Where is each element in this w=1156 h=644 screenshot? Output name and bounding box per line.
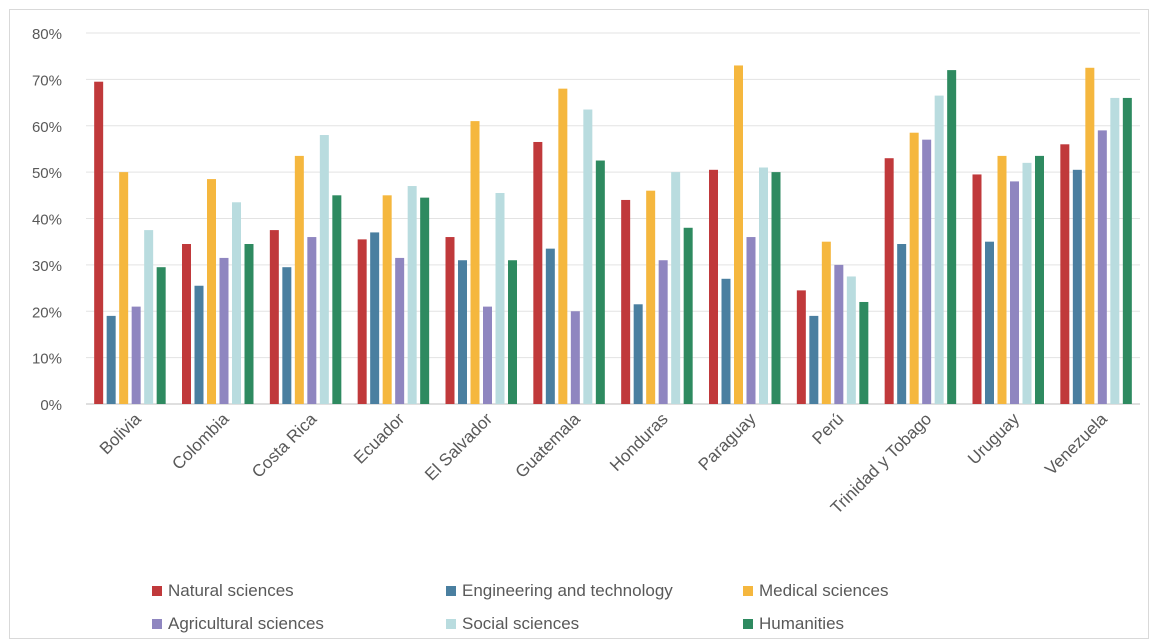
bar	[595, 160, 605, 404]
bar	[1010, 181, 1019, 404]
x-tick-label: Venezuela	[1041, 409, 1111, 479]
bar	[897, 244, 907, 404]
y-tick-label: 70%	[32, 72, 62, 89]
bar	[621, 199, 631, 404]
bar	[1097, 130, 1107, 404]
bar	[207, 179, 216, 404]
y-tick-label: 20%	[32, 304, 62, 321]
bar	[771, 172, 781, 404]
bar	[972, 174, 982, 404]
bar	[583, 109, 593, 405]
bar	[1035, 155, 1044, 404]
bar	[106, 315, 116, 404]
bar	[395, 257, 405, 404]
x-tick-label: Perú	[809, 409, 848, 448]
bar	[545, 248, 555, 404]
bar	[721, 278, 731, 404]
bar	[244, 244, 254, 404]
bar	[759, 167, 768, 404]
bar	[709, 169, 718, 404]
bar	[658, 260, 668, 404]
x-tick-label: Guatemala	[512, 409, 585, 482]
bar	[859, 301, 869, 404]
bar	[1060, 144, 1070, 405]
bar	[156, 267, 166, 404]
bar	[821, 241, 831, 404]
x-tick-label: Costa Rica	[248, 409, 321, 482]
bar	[633, 304, 643, 404]
bar	[985, 241, 994, 404]
bar	[382, 195, 392, 404]
bar	[269, 230, 279, 404]
y-tick-label: 80%	[32, 26, 62, 43]
x-tick-label: El Salvador	[421, 409, 496, 484]
bar	[119, 172, 129, 404]
bar	[357, 239, 367, 404]
bar	[232, 202, 241, 404]
bar	[144, 230, 154, 404]
y-tick-label: 0%	[40, 397, 62, 414]
bar	[182, 244, 191, 404]
bar	[646, 190, 656, 404]
bar	[219, 257, 229, 404]
bar	[483, 306, 492, 404]
y-tick-label: 50%	[32, 165, 62, 182]
bar	[922, 139, 932, 404]
y-tick-label: 60%	[32, 119, 62, 136]
x-tick-label: Colombia	[168, 409, 233, 474]
bar	[319, 135, 329, 404]
bar	[407, 186, 417, 404]
bar	[282, 267, 292, 404]
x-tick-label: Honduras	[606, 409, 672, 475]
bar	[533, 141, 543, 404]
x-tick-label: Paraguay	[695, 409, 760, 474]
bar	[1122, 97, 1132, 405]
x-tick-label: Bolivia	[96, 409, 145, 458]
bar	[307, 237, 317, 404]
bar	[1085, 67, 1095, 404]
bar	[846, 276, 856, 404]
x-tick-label: Uruguay	[964, 409, 1023, 468]
bar	[332, 195, 342, 404]
bar	[420, 197, 430, 404]
y-tick-label: 10%	[32, 351, 62, 368]
bar	[746, 237, 756, 404]
bar	[1072, 169, 1082, 404]
bar	[94, 81, 104, 404]
bar	[734, 65, 743, 405]
bar	[458, 260, 467, 404]
bar	[796, 290, 806, 404]
bar	[495, 192, 505, 404]
bar	[683, 227, 693, 404]
bar	[997, 155, 1007, 404]
bar	[470, 121, 480, 405]
bar	[558, 88, 568, 405]
bar	[570, 311, 580, 404]
bar	[370, 232, 380, 404]
bar	[884, 158, 894, 404]
y-tick-label: 30%	[32, 258, 62, 275]
bar	[947, 70, 957, 404]
bar	[834, 264, 844, 404]
bar	[131, 306, 141, 404]
bar	[445, 237, 455, 404]
bar	[294, 155, 304, 404]
bar	[508, 260, 517, 404]
bar	[934, 95, 944, 404]
bar	[194, 285, 204, 404]
x-tick-label: Ecuador	[350, 409, 408, 467]
bar	[809, 315, 819, 404]
bar	[1022, 162, 1032, 404]
bar	[909, 132, 919, 405]
y-tick-label: 40%	[32, 212, 62, 229]
bar	[671, 172, 681, 404]
bar	[1110, 97, 1120, 405]
